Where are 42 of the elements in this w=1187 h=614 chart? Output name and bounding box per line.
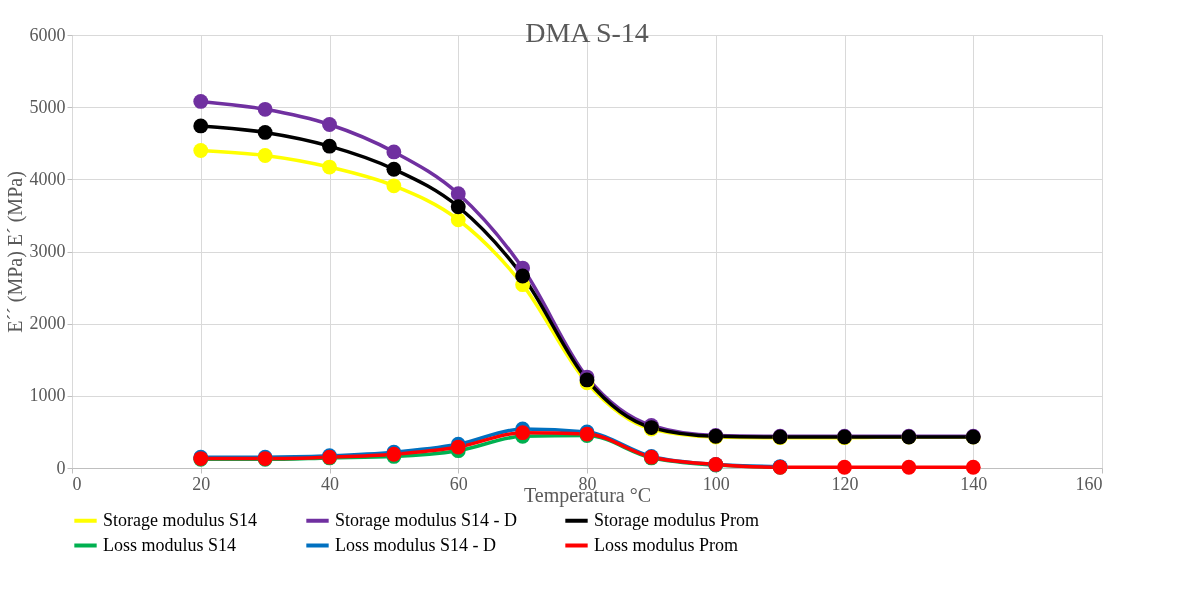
point (450, 199, 466, 215)
y-tick-label: 3000 (29, 241, 66, 261)
point (257, 101, 273, 117)
point (257, 148, 273, 163)
legend-label: Loss modulus S14 (103, 534, 237, 555)
legend-label: Storage modulus S14 (103, 509, 258, 530)
point (386, 161, 402, 177)
legend-label: Storage modulus Prom (594, 509, 759, 530)
legend-label: Storage modulus S14 - D (335, 509, 517, 530)
x-tick-label: 140 (960, 473, 988, 494)
x-tick-label: 40 (321, 473, 339, 494)
point (965, 459, 981, 475)
point (193, 93, 209, 109)
x-tick-label: 120 (831, 473, 859, 494)
point (322, 117, 337, 132)
point (450, 212, 466, 228)
chart-title: DMA S-14 (525, 17, 649, 48)
y-tick-label: 5000 (29, 96, 66, 117)
point (386, 178, 402, 194)
x-tick-label: 160 (1075, 473, 1103, 494)
y-tick-label: 2000 (29, 313, 66, 334)
point (322, 138, 337, 154)
point (193, 118, 209, 134)
legend-label: Loss modulus Prom (594, 534, 739, 555)
x-tick-label: 0 (72, 473, 82, 494)
point (386, 144, 402, 160)
point (322, 159, 337, 175)
point (837, 459, 852, 475)
y-tick-label: 0 (56, 457, 66, 478)
y-axis-title: E´´ (MPa) E´ (MPa) (3, 171, 27, 333)
legend-label: Loss modulus S14 - D (335, 534, 497, 555)
y-tick-label: 4000 (29, 168, 66, 189)
point (193, 143, 209, 158)
point (450, 186, 466, 202)
y-tick-label: 6000 (29, 24, 66, 45)
x-tick-label: 100 (702, 473, 730, 494)
point (901, 459, 917, 475)
point (515, 268, 531, 284)
point (257, 125, 273, 140)
x-tick-label: 60 (449, 473, 468, 494)
x-tick-label: 20 (192, 473, 211, 494)
y-tick-label: 1000 (29, 385, 66, 406)
